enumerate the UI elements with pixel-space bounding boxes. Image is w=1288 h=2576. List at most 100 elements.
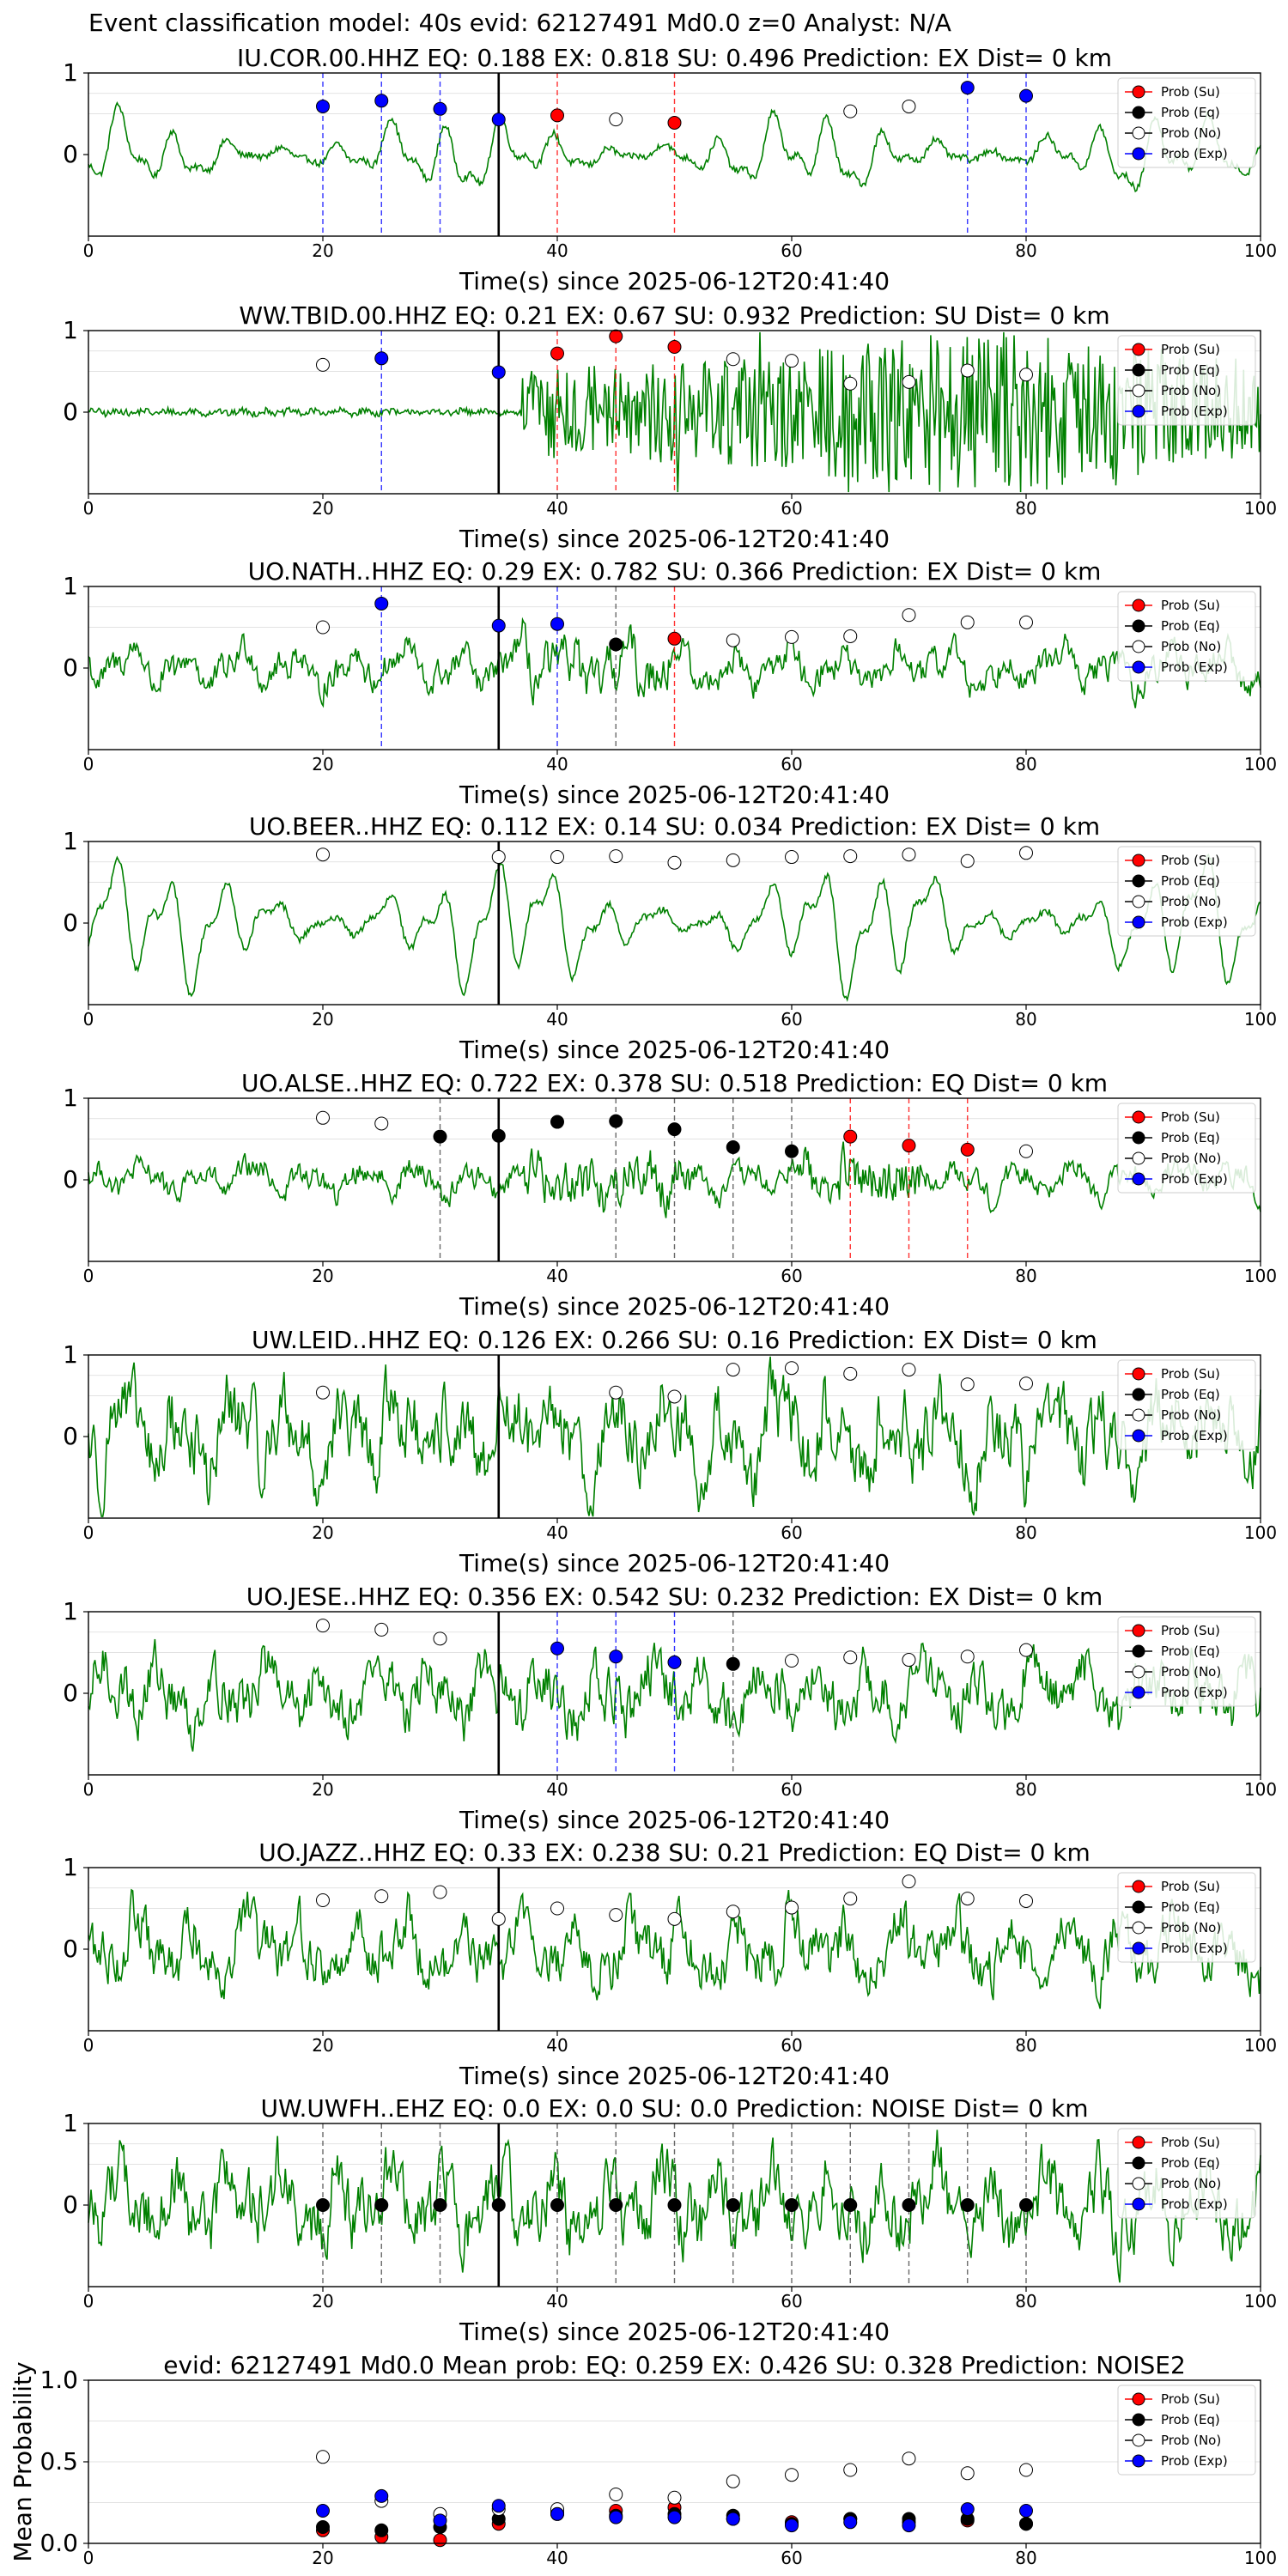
x-tick-label: 100 — [1244, 2291, 1277, 2312]
prob-point-eq — [785, 2198, 799, 2212]
station-panel: 0 20 40 60 80 100 1 0 UO.ALSE..HHZ EQ: 0.722 EX:… — [63, 1069, 1277, 1321]
prob-point-su — [902, 1139, 916, 1153]
legend-label-eq: Prob (Eq) — [1161, 1899, 1220, 1915]
prob-point-no — [785, 1654, 799, 1668]
x-tick-label: 60 — [781, 754, 802, 775]
y-tick-label: 1 — [63, 316, 78, 344]
prob-point-exp — [667, 1655, 682, 1669]
waveform-trace — [88, 1888, 1261, 2009]
legend-label-eq: Prob (Eq) — [1161, 362, 1220, 378]
legend-marker-su — [1132, 854, 1145, 867]
legend-frame — [1117, 335, 1256, 426]
prob-point-no — [785, 629, 799, 644]
y-tick-label: 0 — [63, 2190, 78, 2219]
legend: Prob (Su) Prob (Eq) Prob (No) Prob (Exp) — [1117, 335, 1256, 426]
x-tick-label: 40 — [546, 240, 568, 261]
prob-point-no — [843, 849, 858, 864]
prob-point-su — [667, 631, 682, 646]
legend-marker-no — [1132, 1665, 1145, 1679]
station-panel: 0 20 40 60 80 100 1 0 UO.NATH..HHZ EQ: 0.29 EX: … — [63, 557, 1277, 809]
prob-point-no — [902, 608, 916, 623]
mean-point-exp — [550, 2506, 564, 2521]
y-tick-label: 1 — [63, 827, 78, 855]
legend: Prob (Su) Prob (Eq) Prob (No) Prob (Exp) — [1117, 1359, 1256, 1450]
prob-point-no — [1019, 1376, 1033, 1391]
prob-point-no — [843, 104, 858, 118]
legend-label-no: Prob (No) — [1161, 894, 1221, 909]
legend-frame — [1117, 77, 1256, 168]
prob-point-no — [374, 1116, 389, 1131]
waveform-trace — [88, 1638, 1261, 1752]
legend-label-su: Prob (Su) — [1161, 853, 1220, 868]
legend-marker-eq — [1132, 1644, 1145, 1658]
x-tick-label: 20 — [312, 2291, 333, 2312]
prob-point-no — [902, 1363, 916, 1377]
prob-point-exp — [374, 94, 389, 108]
mean-point-exp — [960, 2502, 975, 2517]
y-tick-label: 1 — [63, 58, 78, 87]
legend: Prob (Su) Prob (Eq) Prob (No) Prob (Exp) — [1117, 2128, 1256, 2219]
legend-frame — [1117, 1103, 1256, 1194]
prob-point-eq — [550, 2198, 564, 2212]
legend-label-no: Prob (No) — [1161, 2176, 1221, 2191]
station-panel: 0 20 40 60 80 100 1 0 UW.UWFH..EHZ EQ: 0.0 EX: 0… — [63, 2094, 1277, 2346]
legend-marker-exp — [1132, 2197, 1145, 2211]
mean-point-no — [726, 2474, 740, 2488]
legend-frame — [1117, 1616, 1256, 1707]
legend-label-exp: Prob (Exp) — [1161, 1171, 1228, 1187]
panel-title: UO.ALSE..HHZ EQ: 0.722 EX: 0.378 SU: 0.5… — [241, 1069, 1108, 1097]
mean-point-no — [609, 2488, 623, 2501]
prob-point-exp — [550, 1641, 564, 1656]
mean-point-exp — [491, 2499, 506, 2513]
x-tick-label: 0 — [83, 2291, 94, 2312]
legend-label-exp: Prob (Exp) — [1161, 2196, 1228, 2212]
x-tick-label: 0 — [83, 240, 94, 261]
mean-point-exp — [609, 2510, 623, 2524]
y-axis-label: Mean Probability — [9, 2361, 37, 2561]
legend-marker-su — [1132, 1367, 1145, 1381]
prob-point-exp — [374, 351, 389, 366]
mean-point-exp — [902, 2518, 916, 2533]
prob-point-no — [433, 1631, 447, 1646]
legend-marker-no — [1132, 1921, 1145, 1935]
mean-point-eq — [374, 2523, 389, 2537]
x-tick-label: 60 — [781, 2548, 802, 2568]
mean-point-exp — [843, 2515, 858, 2530]
x-tick-label: 20 — [312, 498, 333, 519]
mean-point-no — [902, 2451, 916, 2466]
x-tick-label: 80 — [1015, 2291, 1036, 2312]
prob-point-no — [316, 620, 330, 635]
legend-marker-su — [1132, 2136, 1145, 2149]
panel-title: IU.COR.00.HHZ EQ: 0.188 EX: 0.818 SU: 0.… — [237, 44, 1112, 72]
prob-point-eq — [433, 2198, 447, 2212]
legend: Prob (Su) Prob (Eq) Prob (No) Prob (Exp) — [1117, 1616, 1256, 1707]
prob-point-eq — [902, 2198, 916, 2212]
legend: Prob (Su) Prob (Eq) Prob (No) Prob (Exp) — [1117, 77, 1256, 168]
x-tick-label: 40 — [546, 1522, 568, 1543]
legend-frame — [1117, 1872, 1256, 1963]
mean-point-su — [433, 2533, 447, 2548]
prob-point-no — [1019, 615, 1033, 629]
legend-label-eq: Prob (Eq) — [1161, 1130, 1220, 1145]
x-tick-label: 80 — [1015, 1522, 1036, 1543]
x-tick-label: 80 — [1015, 1009, 1036, 1030]
prob-point-su — [550, 346, 564, 361]
panel-title: WW.TBID.00.HHZ EQ: 0.21 EX: 0.67 SU: 0.9… — [239, 301, 1109, 330]
legend-label-su: Prob (Su) — [1161, 84, 1220, 100]
x-tick-label: 0 — [83, 498, 94, 519]
legend-frame — [1117, 846, 1256, 937]
prob-point-exp — [550, 617, 564, 631]
x-tick-label: 80 — [1015, 498, 1036, 519]
x-tick-label: 80 — [1015, 1266, 1036, 1286]
station-panel: 0 20 40 60 80 100 1 0 UO.BEER..HHZ EQ: 0.112 EX:… — [63, 812, 1277, 1064]
prob-point-su — [550, 108, 564, 123]
prob-point-no — [726, 633, 740, 647]
prob-point-exp — [433, 101, 447, 116]
mean-point-exp — [374, 2488, 389, 2503]
prob-point-no — [550, 1901, 564, 1916]
legend-marker-su — [1132, 1110, 1145, 1124]
prob-point-no — [316, 1619, 330, 1633]
y-tick-label: 1.0 — [39, 2366, 78, 2394]
legend-frame — [1117, 2128, 1256, 2219]
